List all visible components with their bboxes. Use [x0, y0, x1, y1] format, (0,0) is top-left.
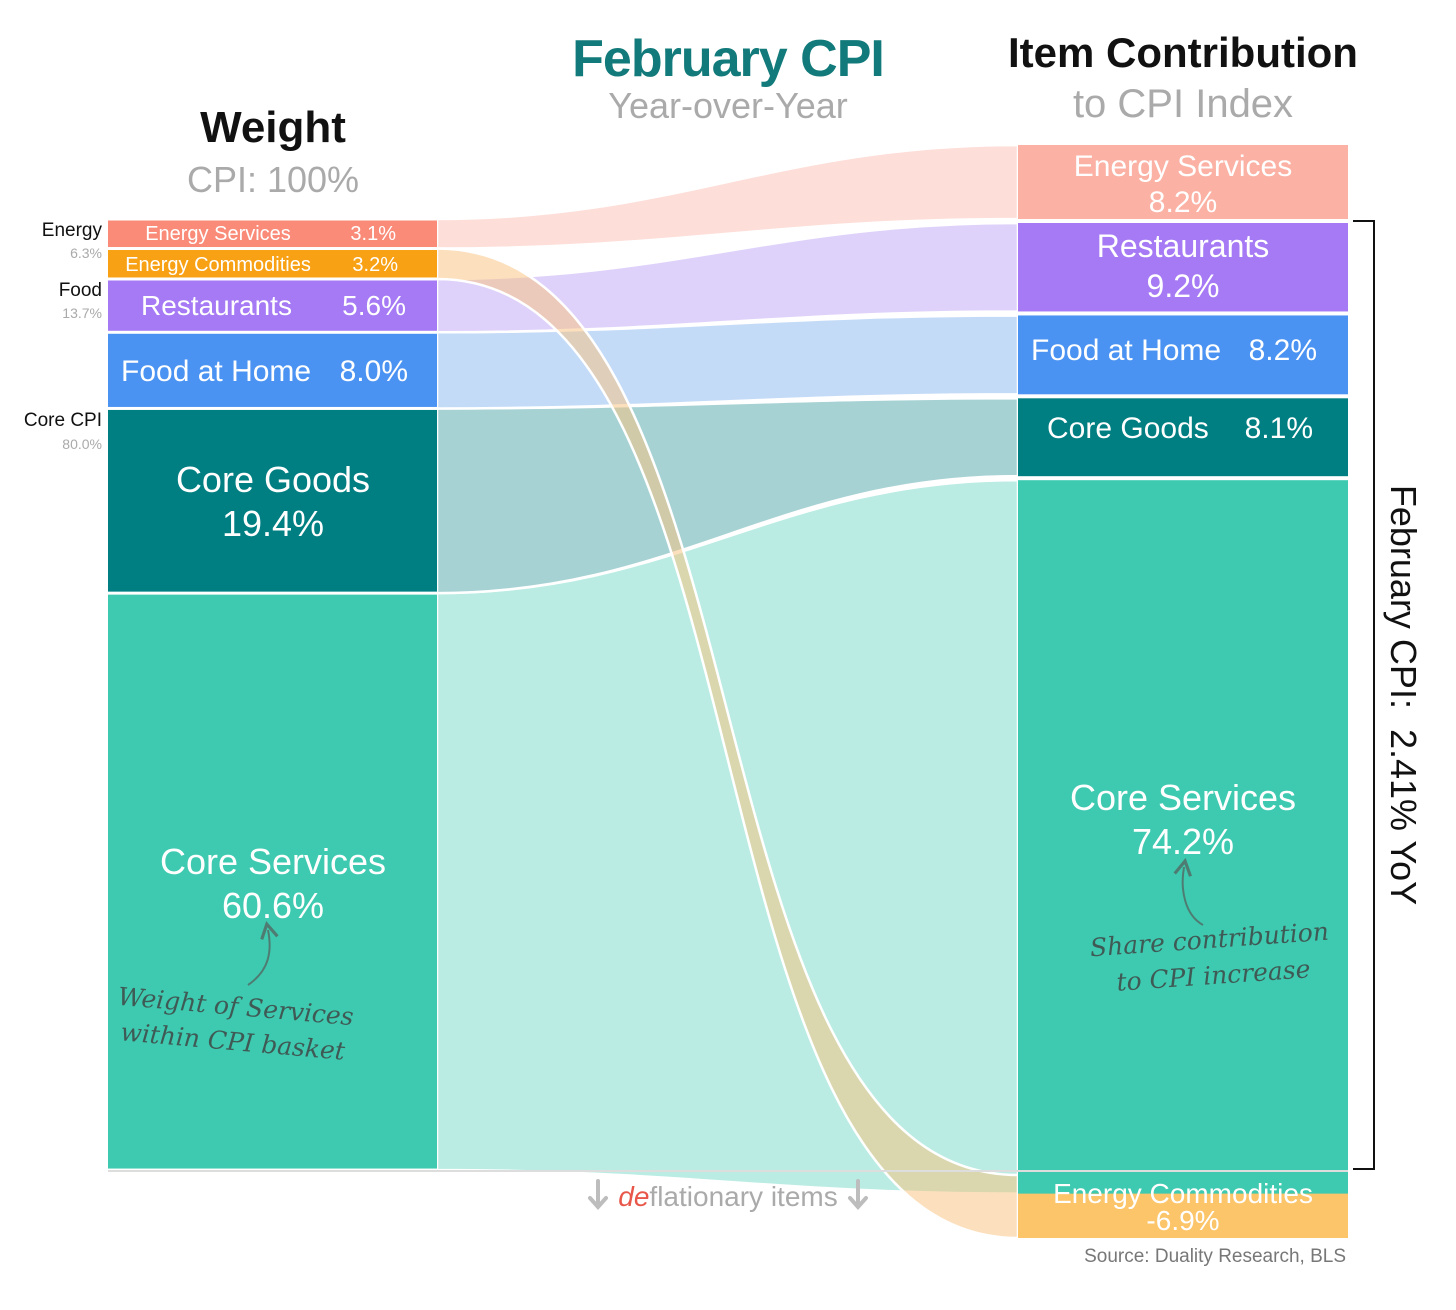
right-label-core-services: Core Services — [1070, 777, 1296, 818]
left-value-core-services: 60.6% — [222, 885, 324, 926]
right-value-core-services: 74.2% — [1132, 821, 1234, 862]
labels-layer: Energy Services 3.1% Energy Commodities 3.2… — [121, 150, 1317, 1236]
left-bar-core-goods — [108, 409, 437, 592]
right-axis-subtitle: to CPI Index — [1073, 82, 1293, 126]
left-bars-layer — [108, 220, 437, 1169]
left-value-restaurants: 5.6% — [342, 290, 406, 321]
left-bar-food-home — [108, 333, 437, 407]
left-label-food-at-home: Food at Home — [121, 355, 311, 388]
left-label-energy-services: Energy Services — [145, 223, 291, 245]
left-bar-core-services — [108, 594, 437, 1169]
right-value-core-goods: 8.1% — [1245, 412, 1313, 445]
right-value-energy-commodities: -6.9% — [1146, 1205, 1219, 1236]
group-label-food: Food — [59, 280, 102, 301]
left-label-core-services: Core Services — [160, 841, 386, 882]
right-value-food-at-home: 8.2% — [1249, 334, 1317, 367]
group-value-core: 80.0% — [62, 436, 102, 452]
right-bar-restaurants — [1018, 223, 1348, 312]
group-value-food: 13.7% — [62, 305, 102, 321]
down-arrow-icon — [588, 1179, 608, 1211]
left-label-core-goods: Core Goods — [176, 459, 370, 500]
left-label-restaurants: Restaurants — [141, 290, 292, 321]
annotation-arrow — [1173, 857, 1204, 926]
group-value-energy: 6.3% — [70, 245, 102, 261]
chart-title: February CPI — [572, 30, 884, 88]
right-label-core-goods: Core Goods — [1047, 412, 1209, 445]
down-arrow-icon — [848, 1179, 868, 1211]
annotation-arrow — [247, 920, 279, 986]
left-bar-energy-commodities — [108, 250, 437, 278]
right-bars-layer — [1018, 145, 1348, 1238]
right-value-energy-services: 8.2% — [1149, 186, 1217, 219]
right-bar-food-home — [1018, 315, 1348, 395]
left-axis-subtitle: CPI: 100% — [187, 159, 359, 200]
left-value-energy-services: 3.1% — [350, 223, 396, 245]
right-bar-core-services — [1018, 480, 1348, 1194]
left-value-food-at-home: 8.0% — [340, 355, 408, 388]
group-label-core: Core CPI — [24, 410, 102, 431]
left-bar-energy-services — [108, 220, 437, 248]
deflationary-label: deflationary items — [618, 1181, 837, 1212]
deflationary-note: deflationary items — [588, 1179, 868, 1212]
flows-layer — [435, 143, 1020, 1240]
left-value-energy-commodities: 3.2% — [352, 254, 398, 276]
left-value-core-goods: 19.4% — [222, 503, 324, 544]
group-label-energy: Energy — [42, 220, 103, 241]
right-label-restaurants: Restaurants — [1097, 228, 1270, 264]
right-axis-title: Item Contribution — [1008, 29, 1358, 76]
deflationary-prefix: de — [618, 1181, 649, 1212]
left-bar-restaurants — [108, 280, 437, 331]
source-note: Source: Duality Research, BLS — [1084, 1246, 1346, 1267]
flow-restaurants — [435, 221, 1020, 334]
left-label-energy-commodities: Energy Commodities — [125, 254, 311, 276]
right-label-food-at-home: Food at Home — [1031, 334, 1221, 367]
deflationary-rest: flationary items — [649, 1181, 837, 1212]
right-bar-core-goods — [1018, 398, 1348, 477]
chart-subtitle: Year-over-Year — [608, 85, 847, 126]
right-label-energy-services: Energy Services — [1074, 150, 1292, 183]
cpi-bracket — [1353, 220, 1375, 1170]
cpi-yoy-side-label: February CPI: 2.41% YoY — [1383, 485, 1424, 905]
right-label-energy-commodities: Energy Commodities — [1053, 1178, 1313, 1209]
right-value-restaurants: 9.2% — [1147, 268, 1220, 304]
right-bar-energy-services — [1018, 145, 1348, 219]
left-axis-title: Weight — [200, 103, 346, 152]
